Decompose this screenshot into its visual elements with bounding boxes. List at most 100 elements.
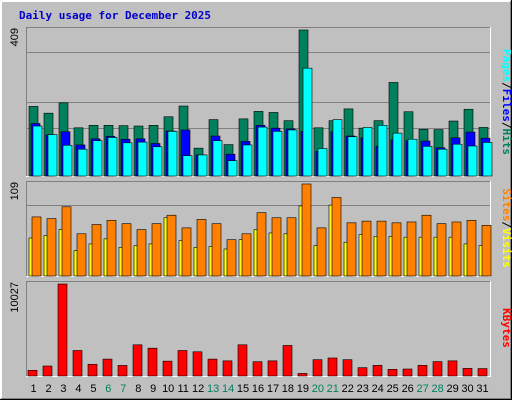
- bar-sites-day-17: [271, 217, 282, 277]
- bar-sites-day-2: [46, 218, 57, 277]
- day-label-21: 21: [327, 383, 339, 395]
- day-label-14: 14: [222, 383, 234, 395]
- bar-kbytes-day-28: [432, 361, 443, 377]
- bar-sites-day-16: [256, 212, 267, 277]
- chart-panels: [26, 27, 493, 377]
- bar-sites-day-26: [406, 221, 417, 277]
- axis-max-label-kbytes: 10027: [9, 282, 21, 313]
- bar-sites-day-3: [61, 206, 72, 277]
- bar-pages-day-13: [212, 140, 223, 177]
- bar-kbytes-day-7: [117, 365, 128, 377]
- day-label-20: 20: [312, 383, 324, 395]
- day-label-16: 16: [252, 383, 264, 395]
- bar-kbytes-day-2: [42, 365, 53, 377]
- day-label-26: 26: [402, 383, 414, 395]
- bar-pages-day-3: [62, 145, 73, 177]
- bar-pages-day-2: [47, 134, 58, 177]
- bar-sites-day-21: [331, 197, 342, 277]
- bar-sites-day-27: [421, 214, 432, 277]
- bar-kbytes-day-8: [132, 344, 143, 377]
- bar-sites-day-23: [361, 220, 372, 277]
- bar-sites-day-22: [346, 222, 357, 277]
- bar-sites-day-11: [181, 227, 192, 277]
- legend-hits-files-pages: Pages/Files/Hits: [500, 49, 512, 155]
- legend-entry: Sites: [500, 188, 512, 221]
- bar-pages-day-24: [377, 125, 388, 177]
- legend-entry: /: [500, 221, 512, 228]
- day-label-12: 12: [192, 383, 204, 395]
- bar-kbytes-day-12: [192, 351, 203, 377]
- bar-kbytes-day-16: [252, 361, 263, 377]
- bar-kbytes-day-4: [72, 350, 83, 377]
- bar-kbytes-day-30: [462, 368, 473, 377]
- bar-sites-day-25: [391, 222, 402, 277]
- day-label-7: 7: [120, 383, 126, 395]
- bar-pages-day-10: [167, 131, 178, 177]
- bar-sites-day-8: [136, 229, 147, 277]
- bar-pages-day-23: [362, 127, 373, 177]
- bar-sites-day-30: [466, 219, 477, 277]
- bar-kbytes-day-3: [57, 283, 68, 377]
- bar-kbytes-day-6: [102, 358, 113, 377]
- bar-sites-day-1: [31, 216, 42, 277]
- legend-entry: /: [500, 82, 512, 89]
- day-label-25: 25: [387, 383, 399, 395]
- bar-kbytes-day-20: [312, 359, 323, 377]
- bar-kbytes-day-22: [342, 359, 353, 377]
- day-label-23: 23: [357, 383, 369, 395]
- day-label-22: 22: [342, 383, 354, 395]
- bar-kbytes-day-25: [387, 369, 398, 377]
- bar-sites-day-4: [76, 233, 87, 277]
- bar-pages-day-30: [467, 145, 478, 177]
- bar-sites-day-7: [121, 223, 132, 277]
- day-label-17: 17: [267, 383, 279, 395]
- day-label-4: 4: [75, 383, 81, 395]
- bar-sites-day-9: [151, 223, 162, 277]
- bar-pages-day-6: [107, 137, 118, 177]
- bar-pages-day-27: [422, 146, 433, 177]
- bar-pages-day-19: [302, 67, 313, 177]
- day-label-13: 13: [207, 383, 219, 395]
- legend-entry: KBytes: [500, 308, 512, 348]
- bar-sites-day-12: [196, 219, 207, 277]
- bar-pages-day-21: [332, 119, 343, 177]
- bar-pages-day-16: [257, 126, 268, 177]
- day-label-9: 9: [150, 383, 156, 395]
- bar-kbytes-day-9: [147, 347, 158, 377]
- bar-pages-day-29: [452, 143, 463, 177]
- bar-kbytes-day-10: [162, 360, 173, 377]
- day-label-8: 8: [135, 383, 141, 395]
- bar-sites-day-6: [106, 219, 117, 277]
- bar-sites-day-14: [226, 239, 237, 277]
- legend-entry: Visits: [500, 228, 512, 268]
- bar-kbytes-day-31: [477, 368, 488, 377]
- bar-pages-day-8: [137, 141, 148, 177]
- bar-kbytes-day-13: [207, 358, 218, 377]
- bar-pages-day-26: [407, 138, 418, 177]
- axis-max-label-visits-sites: 109: [9, 182, 21, 200]
- bar-sites-day-29: [451, 221, 462, 277]
- day-label-27: 27: [416, 383, 428, 395]
- bar-sites-day-28: [436, 223, 447, 277]
- bar-sites-day-18: [286, 217, 297, 277]
- legend-visits-sites: Sites/Visits: [500, 188, 512, 268]
- day-label-5: 5: [90, 383, 96, 395]
- bar-kbytes-day-18: [282, 345, 293, 377]
- axis-max-label-hits-files-pages: 409: [9, 28, 21, 46]
- day-label-3: 3: [60, 383, 66, 395]
- day-label-31: 31: [476, 383, 488, 395]
- bar-kbytes-day-21: [327, 357, 338, 377]
- bar-pages-day-31: [482, 142, 493, 177]
- day-label-2: 2: [45, 383, 51, 395]
- bar-sites-day-20: [316, 227, 327, 277]
- bar-kbytes-day-14: [222, 360, 233, 377]
- day-label-15: 15: [237, 383, 249, 395]
- bar-sites-day-10: [166, 214, 177, 277]
- bar-kbytes-day-1: [27, 370, 38, 377]
- bar-pages-day-1: [32, 125, 43, 177]
- bar-pages-day-14: [227, 160, 238, 177]
- bar-sites-day-24: [376, 220, 387, 277]
